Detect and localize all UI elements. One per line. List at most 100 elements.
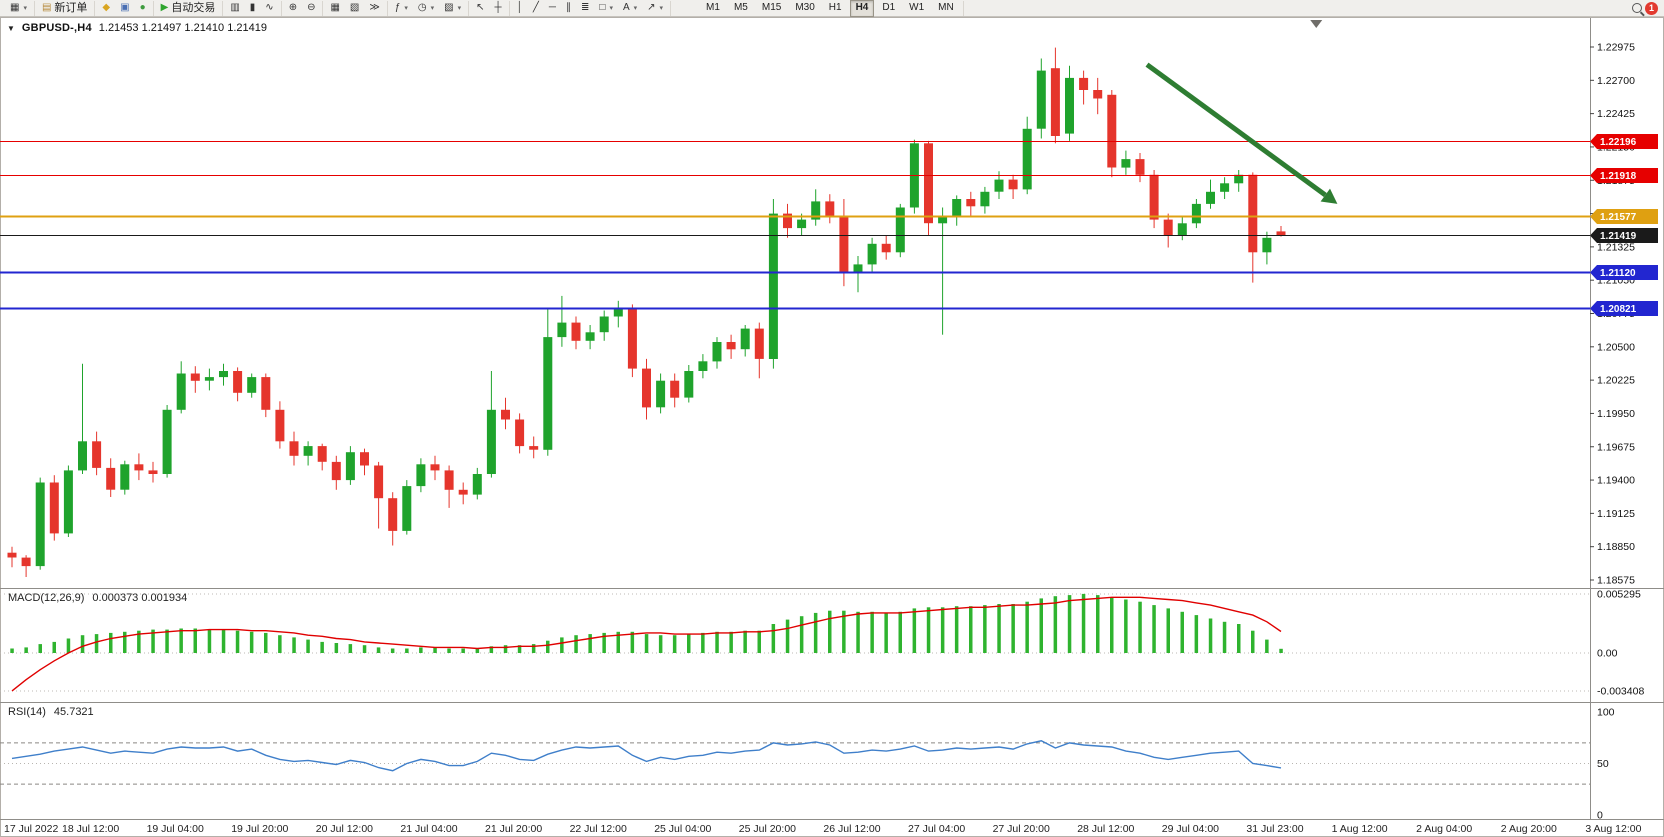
new-chart-button[interactable]: ▦ ▾: [6, 0, 31, 17]
zoom-in-button[interactable]: ⊕: [285, 0, 301, 17]
mql5-icon: ◆: [102, 2, 111, 13]
candle: [1206, 191, 1215, 204]
macd-values: 0.000373 0.001934: [92, 592, 188, 604]
toolbar-group: ▤ 新订单: [35, 0, 96, 17]
templates-button[interactable]: ▨ ▾: [440, 0, 465, 17]
svg-text:1.20225: 1.20225: [1597, 375, 1635, 387]
svg-text:0.00: 0.00: [1597, 648, 1618, 660]
timeframe-h4[interactable]: H4: [849, 0, 875, 17]
equidistant-channel-button[interactable]: ∥: [562, 0, 575, 17]
candle: [303, 446, 313, 456]
candle: [1276, 231, 1286, 236]
horizontal-line-1.22196[interactable]: 1.22196: [0, 134, 1658, 149]
svg-text:17 Jul 2022: 17 Jul 2022: [4, 823, 58, 835]
candlestick-chart-button[interactable]: ▮: [246, 0, 260, 17]
timeframe-m15[interactable]: M15: [761, 1, 782, 13]
crosshair-button[interactable]: ┼: [491, 0, 506, 17]
text-label-button[interactable]: A ▾: [619, 0, 641, 17]
timeframe-w1[interactable]: W1: [909, 1, 925, 13]
periods-button[interactable]: ◷ ▾: [414, 0, 438, 17]
candle: [599, 316, 609, 333]
horizontal-line-1.21120[interactable]: 1.21120: [0, 265, 1658, 280]
trend-arrow[interactable]: [1145, 62, 1338, 204]
indicators-button[interactable]: ƒ ▾: [391, 0, 412, 17]
svg-text:1.19675: 1.19675: [1597, 441, 1635, 453]
fibonacci-button[interactable]: ≣: [577, 0, 593, 17]
svg-text:1 Aug 12:00: 1 Aug 12:00: [1332, 823, 1388, 835]
toolbar-group: ▦ ▧ ≫: [323, 0, 388, 17]
new-order-button[interactable]: ▤ 新订单: [38, 0, 91, 17]
chart-shift-marker[interactable]: [1310, 20, 1323, 28]
candle: [881, 243, 891, 253]
symbol-period-label: GBPUSD-,H4: [21, 22, 92, 34]
candle: [233, 371, 243, 393]
horizontal-line-1.21577[interactable]: 1.21577: [0, 209, 1658, 224]
horizontal-line-1.20821[interactable]: 1.20821: [0, 301, 1658, 316]
svg-text:1.22196: 1.22196: [1600, 137, 1637, 148]
line-chart-button[interactable]: ∿: [261, 0, 277, 17]
data-window-button[interactable]: ▣: [116, 0, 133, 17]
candle: [726, 342, 736, 350]
template-icon: ▨: [444, 2, 454, 13]
horizontal-line-1.21918[interactable]: 1.21918: [0, 168, 1658, 183]
cursor-button[interactable]: ↖: [472, 0, 488, 17]
tile-windows-button[interactable]: ▦: [326, 0, 343, 17]
candle: [754, 328, 764, 359]
chart-shift-button[interactable]: ≫: [365, 0, 383, 17]
toolbar: ▦ ▾ ▤ 新订单 ◆ ▣ ● ▶ 自动交易 ▥ ▮ ∿ ⊕ ⊖ ▦ ▧ ≫ ƒ ▾ ◷ ▾ ▨ ▾ ↖ ┼ │ ╱ ─ ∥ ≣ □ ▾ A ▾ ↗…: [0, 0, 1664, 17]
mql5-community-button[interactable]: ◆: [98, 0, 114, 17]
zoom-out-button[interactable]: ⊖: [303, 0, 319, 17]
candle: [1121, 159, 1131, 168]
bar-chart-icon: ▥: [230, 2, 240, 13]
timeframe-d1[interactable]: D1: [882, 1, 896, 13]
vertical-line-button[interactable]: │: [513, 0, 527, 17]
svg-text:22 Jul 12:00: 22 Jul 12:00: [570, 823, 627, 835]
candle: [219, 371, 228, 378]
candle: [472, 474, 482, 495]
timeframe-m30[interactable]: M30: [795, 1, 815, 13]
candle: [825, 201, 835, 216]
svg-text:0.005295: 0.005295: [1597, 589, 1641, 601]
timeframe-m5[interactable]: M5: [733, 1, 748, 13]
candle: [148, 470, 158, 474]
search-icon[interactable]: [1632, 3, 1642, 13]
timeframe-h1[interactable]: H1: [828, 1, 842, 13]
macd-indicator-label: MACD(12,26,9) 0.000373 0.001934: [8, 592, 187, 604]
candle: [1234, 174, 1244, 184]
candle: [190, 373, 200, 381]
candle: [853, 264, 863, 272]
trendline-button[interactable]: ╱: [529, 0, 543, 17]
market-watch-icon: ●: [139, 2, 146, 13]
arrows-button[interactable]: ↗ ▾: [643, 0, 667, 17]
bid-price-line-1.21419[interactable]: 1.21419: [0, 228, 1658, 243]
candle: [204, 377, 214, 381]
shapes-button[interactable]: □ ▾: [595, 0, 617, 17]
svg-text:1.18850: 1.18850: [1597, 541, 1635, 553]
candle: [924, 143, 933, 224]
svg-text:1.21918: 1.21918: [1600, 171, 1637, 182]
svg-text:2 Aug 04:00: 2 Aug 04:00: [1416, 823, 1472, 835]
toolbar-group: ▦ ▾: [3, 0, 35, 17]
clock-icon: ◷: [417, 2, 427, 13]
svg-text:29 Jul 04:00: 29 Jul 04:00: [1162, 823, 1219, 835]
candle: [92, 441, 102, 468]
svg-text:3 Aug 12:00: 3 Aug 12:00: [1585, 823, 1641, 835]
fibonacci-icon: ≣: [581, 2, 590, 13]
auto-arrange-button[interactable]: ▧: [346, 0, 363, 17]
collapse-arrow-icon[interactable]: ▼: [7, 23, 15, 33]
bar-chart-button[interactable]: ▥: [226, 0, 243, 17]
rsi-value: 45.7321: [53, 706, 94, 718]
line-chart-icon: ∿: [265, 2, 274, 13]
new-order-button-label: 新订单: [54, 1, 88, 14]
candle: [712, 342, 722, 362]
timeframe-mn[interactable]: MN: [938, 1, 954, 13]
timeframe-m1[interactable]: M1: [706, 1, 720, 13]
autotrading-button[interactable]: ▶ 自动交易: [157, 0, 220, 17]
horizontal-line-button[interactable]: ─: [545, 0, 560, 17]
market-watch-button[interactable]: ●: [136, 0, 150, 17]
candle: [360, 452, 369, 466]
svg-text:1.19400: 1.19400: [1597, 475, 1635, 487]
notification-badge[interactable]: 1: [1645, 1, 1658, 15]
candle: [1093, 90, 1103, 99]
